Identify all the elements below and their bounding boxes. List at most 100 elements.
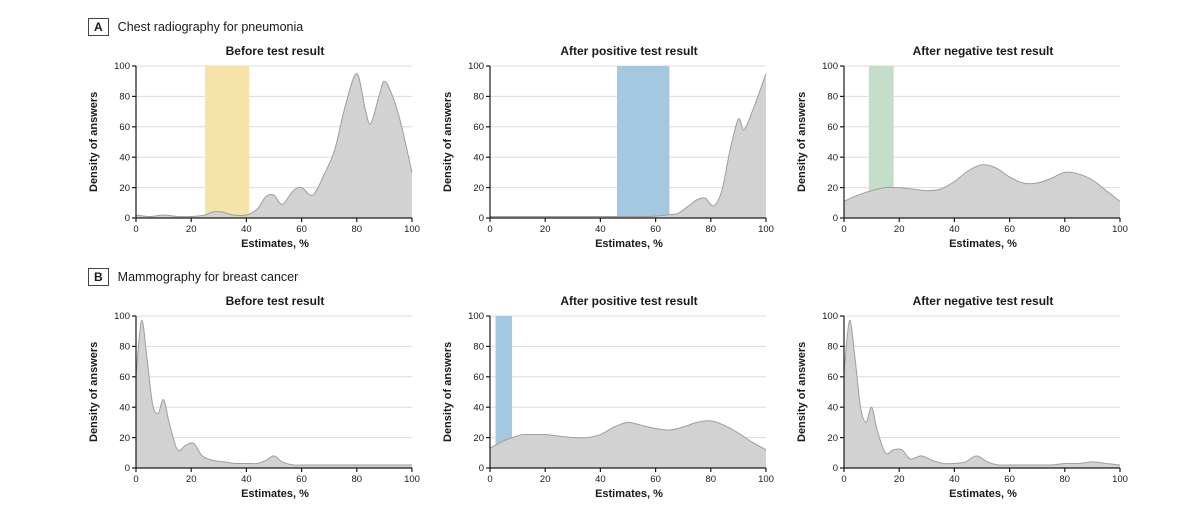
x-tick-label: 80 (352, 474, 363, 485)
x-tick-label: 60 (1004, 474, 1015, 485)
x-tick-label: 80 (1060, 474, 1071, 485)
x-tick-label: 40 (241, 224, 252, 235)
y-tick-label: 40 (119, 152, 130, 163)
y-tick-label: 80 (119, 92, 130, 103)
y-tick-label: 80 (473, 92, 484, 103)
x-tick-label: 80 (706, 474, 717, 485)
y-tick-label: 100 (468, 311, 484, 322)
y-tick-label: 0 (125, 213, 130, 224)
x-tick-label: 60 (650, 474, 661, 485)
density-line (843, 164, 1121, 202)
density-area (490, 73, 766, 218)
y-axis-label: Density of answers (796, 341, 808, 443)
y-tick-label: 100 (822, 61, 838, 72)
x-tick-label: 100 (1112, 474, 1128, 485)
y-axis-label: Density of answers (442, 91, 454, 193)
density-line (135, 73, 413, 218)
reference-band (205, 66, 250, 218)
panel-a-charts-row: Before test result Density of answers 0 2… (86, 44, 1194, 250)
y-tick-label: 60 (119, 372, 130, 383)
y-tick-label: 60 (827, 372, 838, 383)
y-tick-label: 100 (114, 311, 130, 322)
panel-b-label: B (88, 268, 109, 286)
y-tick-label: 20 (119, 433, 130, 444)
panel-a-label: A (88, 18, 109, 36)
x-tick-label: 40 (595, 474, 606, 485)
x-tick-label: 20 (186, 224, 197, 235)
y-tick-label: 40 (827, 402, 838, 413)
y-tick-label: 40 (827, 152, 838, 163)
y-tick-label: 20 (827, 433, 838, 444)
density-plot-b-positive: 0 20 40 60 80 100 0 20 40 60 80 100 (468, 311, 774, 485)
x-tick-label: 60 (650, 224, 661, 235)
panel-b-header: B Mammography for breast cancer (88, 266, 1194, 288)
panel-b-charts-row: Before test result Density of answers 0 2… (86, 294, 1194, 500)
density-plot-a-positive: 0 20 40 60 80 100 0 20 40 60 80 100 (468, 61, 774, 235)
chart-title: After negative test result (912, 44, 1054, 58)
x-tick-label: 20 (894, 474, 905, 485)
chart-title: After positive test result (560, 44, 698, 58)
density-plot-b-negative: 0 20 40 60 80 100 0 20 40 60 80 100 (822, 311, 1128, 485)
x-tick-label: 0 (133, 224, 138, 235)
y-tick-label: 0 (479, 213, 484, 224)
density-area (136, 320, 412, 468)
x-tick-label: 100 (758, 474, 774, 485)
x-tick-label: 100 (1112, 224, 1128, 235)
reference-band (616, 66, 670, 218)
y-tick-label: 80 (827, 92, 838, 103)
x-tick-label: 40 (241, 474, 252, 485)
x-tick-label: 60 (296, 474, 307, 485)
panel-a-section: A Chest radiography for pneumonia Before… (86, 16, 1194, 250)
x-axis-label: Estimates, % (949, 488, 1017, 500)
x-axis-label: Estimates, % (595, 238, 663, 250)
chart-title: Before test result (225, 294, 325, 308)
panel-a-title: Chest radiography for pneumonia (117, 20, 304, 34)
y-tick-label: 0 (833, 213, 838, 224)
panel-b-section: B Mammography for breast cancer Before t… (86, 266, 1194, 500)
y-tick-label: 100 (822, 311, 838, 322)
y-tick-label: 20 (119, 183, 130, 194)
x-tick-label: 20 (540, 474, 551, 485)
chart-a-before: Before test result Density of answers 0 2… (86, 44, 426, 250)
x-tick-label: 20 (186, 474, 197, 485)
y-tick-label: 80 (473, 342, 484, 353)
x-axis-label: Estimates, % (241, 488, 309, 500)
chart-title: Before test result (225, 44, 325, 58)
x-tick-label: 100 (404, 224, 420, 235)
density-line (843, 320, 1121, 466)
y-tick-label: 0 (479, 463, 484, 474)
chart-a-positive: After positive test result Density of an… (440, 44, 780, 250)
y-axis-label: Density of answers (796, 91, 808, 193)
x-tick-label: 60 (1004, 224, 1015, 235)
chart-a-negative: After negative test result Density of an… (794, 44, 1134, 250)
y-tick-label: 20 (473, 183, 484, 194)
x-tick-label: 100 (404, 474, 420, 485)
y-tick-label: 80 (827, 342, 838, 353)
chart-b-negative: After negative test result Density of an… (794, 294, 1134, 500)
density-plot-b-before: 0 20 40 60 80 100 0 20 40 60 80 100 (114, 311, 420, 485)
x-tick-label: 40 (949, 474, 960, 485)
density-area (490, 420, 766, 468)
x-tick-label: 100 (758, 224, 774, 235)
x-tick-label: 80 (1060, 224, 1071, 235)
panel-b-title: Mammography for breast cancer (117, 270, 299, 284)
y-tick-label: 20 (827, 183, 838, 194)
chart-b-positive: After positive test result Density of an… (440, 294, 780, 500)
x-tick-label: 0 (487, 224, 492, 235)
x-tick-label: 80 (352, 224, 363, 235)
y-tick-label: 40 (473, 402, 484, 413)
x-tick-label: 40 (595, 224, 606, 235)
y-tick-label: 60 (473, 372, 484, 383)
x-tick-label: 0 (841, 474, 846, 485)
x-tick-label: 60 (296, 224, 307, 235)
x-tick-label: 0 (133, 474, 138, 485)
y-tick-label: 60 (827, 122, 838, 133)
y-tick-label: 100 (114, 61, 130, 72)
chart-title: After negative test result (912, 294, 1054, 308)
y-tick-label: 40 (473, 152, 484, 163)
y-axis-label: Density of answers (88, 341, 100, 443)
chart-b-before: Before test result Density of answers 0 2… (86, 294, 426, 500)
x-axis-label: Estimates, % (595, 488, 663, 500)
y-tick-label: 20 (473, 433, 484, 444)
density-area (844, 164, 1120, 218)
